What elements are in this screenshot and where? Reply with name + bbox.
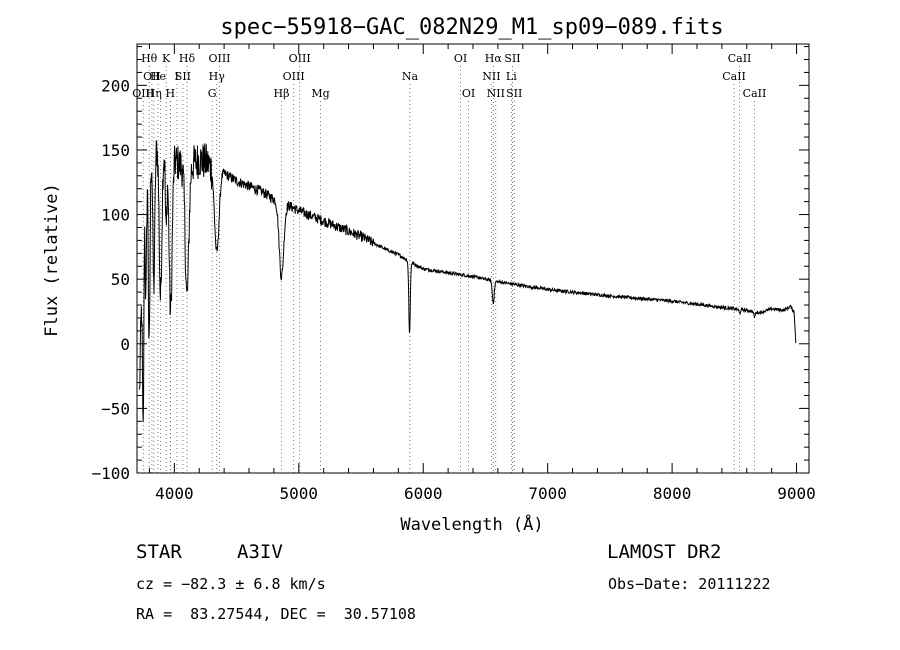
y-tick-label: −50: [101, 399, 130, 418]
line-marker-label: Hδ: [179, 52, 196, 65]
line-marker-label: Na: [402, 70, 419, 83]
coordinates: RA = 83.27544, DEC = 30.57108: [136, 605, 416, 623]
y-tick-label: 100: [101, 206, 130, 225]
survey-name: LAMOST DR2: [607, 541, 722, 563]
y-tick-label: 200: [101, 76, 130, 95]
line-marker-label: OIII: [208, 52, 230, 65]
line-marker-label: H: [166, 87, 176, 100]
spectrum-line: [139, 140, 797, 423]
line-marker-label: CaII: [743, 87, 767, 100]
x-axis-ticks: 4000 5000 6000 7000 8000 9000: [148, 44, 816, 503]
line-marker-label: K: [162, 52, 171, 65]
line-markers: [142, 66, 755, 473]
line-marker-label: OII: [143, 70, 161, 83]
line-marker-label: G: [208, 87, 217, 100]
line-marker-labels: OIIIHθOIIHηHeKHISIIHδGHγOIIIHβOIIIOIIIMg…: [132, 52, 766, 100]
line-marker-label: Hη: [146, 87, 162, 100]
line-marker-label: OIII: [283, 70, 305, 83]
x-tick-label: 4000: [155, 484, 194, 503]
line-marker-label: CaII: [728, 52, 752, 65]
line-marker-label: SII: [175, 70, 191, 83]
line-marker-label: Hα: [485, 52, 503, 65]
line-marker-label: OI: [454, 52, 467, 65]
y-tick-label: −100: [91, 464, 130, 483]
x-tick-label: 9000: [777, 484, 816, 503]
line-marker-label: OI: [462, 87, 475, 100]
line-marker-label: CaII: [722, 70, 746, 83]
plot-frame: [136, 43, 810, 474]
line-marker-label: Hθ: [141, 52, 158, 65]
chart-title: spec−55918−GAC_082N29_M1_sp09−089.fits: [220, 15, 723, 40]
x-tick-label: 6000: [404, 484, 443, 503]
x-tick-label: 8000: [653, 484, 692, 503]
line-marker-label: SII: [506, 87, 522, 100]
x-axis-label: Wavelength (Å): [400, 513, 543, 535]
redshift-line: cz = −82.3 ± 6.8 km/s: [136, 575, 326, 593]
y-axis-label: Flux (relative): [42, 183, 62, 337]
line-marker-label: SII: [504, 52, 520, 65]
obs-date: Obs−Date: 20111222: [608, 575, 771, 593]
y-tick-label: 150: [101, 141, 130, 160]
line-marker-label: Hβ: [274, 87, 290, 100]
y-axis-ticks: −100 −50 0 50 100 150 200: [91, 46, 809, 483]
y-tick-label: 0: [120, 335, 130, 354]
line-marker-label: Mg: [311, 87, 329, 100]
line-marker-label: He: [150, 70, 166, 83]
x-tick-label: 7000: [528, 484, 567, 503]
x-tick-label: 5000: [280, 484, 319, 503]
y-tick-label: 50: [111, 270, 130, 289]
line-marker-label: OIII: [132, 87, 154, 100]
line-marker-label: NII: [487, 87, 505, 100]
line-marker-label: Li: [506, 70, 517, 83]
object-class: STAR: [136, 541, 182, 563]
object-subclass: A3IV: [237, 541, 283, 563]
line-marker-label: OIII: [289, 52, 311, 65]
line-marker-label: I: [175, 70, 179, 83]
line-marker-label: NII: [482, 70, 500, 83]
line-marker-label: Hγ: [209, 70, 226, 83]
